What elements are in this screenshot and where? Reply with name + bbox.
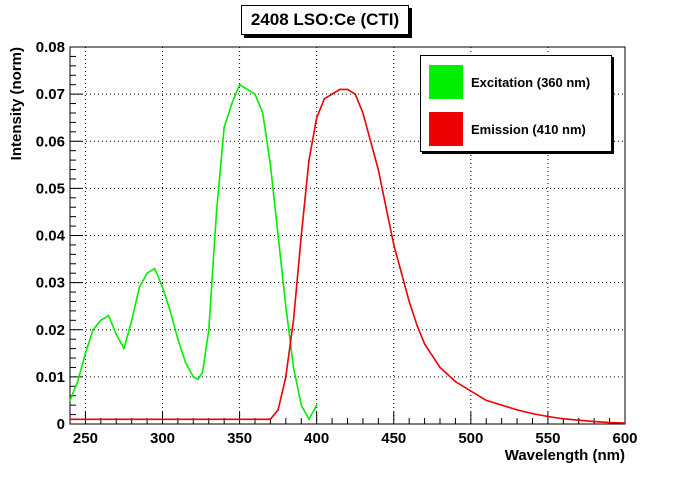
x-tick-label: 600 [612,430,637,447]
y-tick-label: 0.08 [36,39,65,56]
data-point [454,380,457,383]
data-point [269,418,272,421]
data-point [69,399,71,402]
chart-title: 2408 LSO:Ce (CTI) [241,5,409,35]
data-point [184,361,187,364]
data-point [308,159,310,161]
data-point [331,93,333,95]
x-tick-label: 350 [227,430,252,447]
data-point [485,399,488,402]
data-point [354,93,357,95]
x-tick-label: 300 [150,430,175,447]
x-tick-label: 500 [458,430,483,447]
data-point [578,419,580,422]
data-point [254,93,256,95]
data-point [377,168,380,171]
data-point [161,286,164,289]
data-point [292,319,295,322]
legend: Excitation (360 nm) Emission (410 nm) [420,55,612,152]
data-point [470,390,472,392]
data-point [161,418,164,421]
data-point [261,112,264,114]
data-point [362,112,364,114]
data-point [346,88,349,91]
y-tick-label: 0.03 [36,275,65,292]
data-point [308,418,310,421]
legend-label-emission: Emission (410 nm) [471,122,586,137]
data-point [547,415,549,418]
data-point [115,333,118,336]
data-point [201,371,204,374]
data-point [146,272,148,275]
y-tick-label: 0.05 [36,180,65,197]
data-point [208,329,210,331]
data-point [246,88,249,91]
y-tick-label: 0.02 [36,322,65,339]
data-point [269,164,272,166]
data-point [277,234,279,237]
data-point [223,126,225,128]
data-point [516,409,518,411]
data-point [285,305,287,308]
data-point [197,378,199,381]
data-point [215,211,218,213]
data-point [608,421,611,424]
data-point [416,324,418,326]
data-point [323,98,326,100]
x-tick-label: 400 [304,430,329,447]
data-point [315,116,318,119]
legend-swatch-excitation [429,65,463,99]
data-point [562,418,565,420]
data-point [238,83,241,86]
x-tick-label: 450 [381,430,406,447]
data-point [339,88,341,91]
data-point [177,338,179,341]
data-point [100,319,102,322]
data-point [169,310,171,312]
data-point [300,404,303,406]
data-point [154,267,156,270]
data-point [393,244,395,246]
data-point [76,380,79,383]
data-point [277,409,279,411]
y-tick-label: 0.01 [36,369,65,386]
data-point [300,234,303,237]
data-point [138,286,141,289]
y-axis-label: Intensity (norm) [8,47,25,160]
data-point [231,102,233,105]
y-tick-label: 0.06 [36,133,65,150]
data-point [593,420,595,423]
x-tick-label: 550 [535,430,560,447]
legend-swatch-emission [429,112,463,146]
data-point [292,366,295,369]
x-tick-label: 250 [73,430,98,447]
y-tick-label: 0 [57,416,65,433]
data-point [315,404,318,406]
data-point [107,314,110,317]
data-point [400,272,403,275]
y-tick-label: 0.04 [36,228,66,245]
data-point [69,418,71,421]
data-point [385,206,387,208]
data-point [423,343,426,345]
data-point [92,329,94,331]
x-axis-label: Wavelength (nm) [505,447,625,464]
data-point [369,140,372,143]
data-point [123,347,125,350]
data-point [439,366,441,369]
data-point [192,376,195,378]
data-point [130,319,133,322]
data-point [531,412,534,415]
data-point [624,422,626,424]
series-line-0 [69,83,318,421]
legend-label-excitation: Excitation (360 nm) [471,75,591,90]
data-point [285,376,287,378]
data-point [500,404,503,406]
data-point [238,418,241,421]
y-tick-label: 0.07 [36,86,65,103]
data-point [84,352,87,355]
data-point [408,300,411,303]
